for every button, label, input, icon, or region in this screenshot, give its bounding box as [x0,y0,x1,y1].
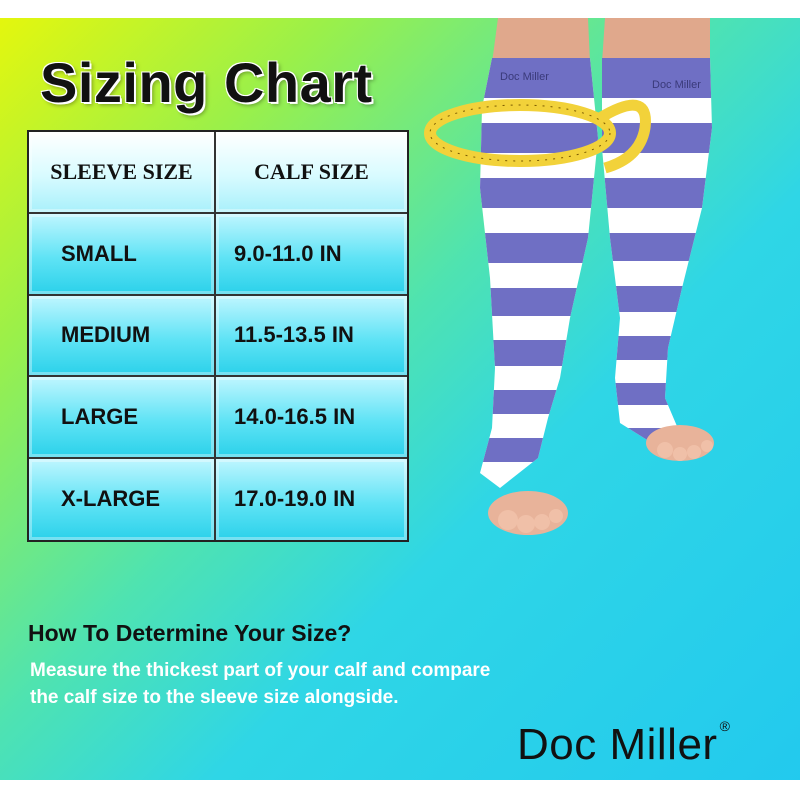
brand-logo: Doc Miller ® [517,718,731,770]
howto-line-1: Measure the thickest part of your calf a… [30,660,491,681]
table-cell-calf: 11.5-13.5 IN [216,295,407,377]
table-header-sleeve: SLEEVE SIZE [29,132,216,214]
top-border [0,0,800,18]
brand-name: Doc Miller [517,720,718,769]
right-sock-logo: Doc Miller [652,79,701,91]
table-cell-calf: 14.0-16.5 IN [216,377,407,459]
howto-line-2: the calf size to the sleeve size alongsi… [30,687,399,708]
table-cell-size: LARGE [29,377,216,459]
page-title: Sizing Chart [40,51,373,114]
left-sleeve [480,58,598,488]
table-cell-calf: 9.0-11.0 IN [216,214,407,296]
bottom-border [0,780,800,800]
legs-illustration: Doc Miller Doc Miller [424,18,714,535]
right-sleeve [602,58,712,448]
right-thigh [602,18,710,63]
table-cell-size: MEDIUM [29,295,216,377]
table-header-calf: CALF SIZE [216,132,407,214]
left-thigh [492,18,590,63]
table-cell-size: X-LARGE [29,458,216,540]
table-cell-size: SMALL [29,214,216,296]
registered-mark: ® [719,718,731,735]
table-cell-calf: 17.0-19.0 IN [216,458,407,540]
howto-title: How To Determine Your Size? [28,620,352,646]
sizing-table: SLEEVE SIZE CALF SIZE SMALL 9.0-11.0 IN … [27,130,409,542]
left-sock-logo: Doc Miller [500,71,549,83]
howto-instructions: Measure the thickest part of your calf a… [30,657,590,711]
